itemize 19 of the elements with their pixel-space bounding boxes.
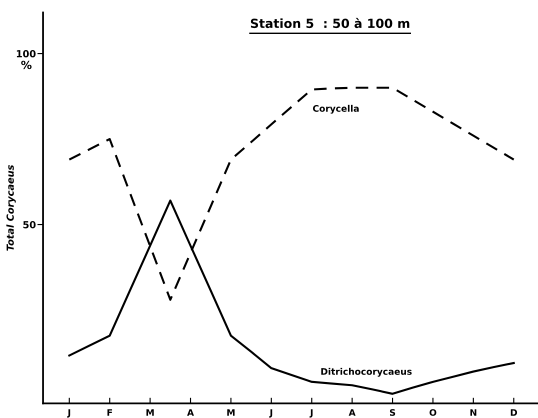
x-tick-label: J <box>269 409 272 418</box>
x-tick-label: D <box>510 409 518 416</box>
series-label: Ditrichocorycaeus <box>321 368 412 377</box>
x-tick-label: A <box>348 409 356 416</box>
x-tick-label: M <box>227 409 235 416</box>
y-tick-label: 100 <box>16 50 36 58</box>
x-tick-label: N <box>470 409 476 416</box>
y-axis-title: Total Corycaeus <box>6 165 16 251</box>
x-tick-label: J <box>67 409 70 418</box>
x-tick-label: S <box>390 409 396 416</box>
chart-title: Station 5 : 50 à 100 m <box>250 18 410 28</box>
text: % <box>21 60 32 70</box>
x-tick-label: M <box>146 409 154 416</box>
x-tick-label: O <box>430 409 436 416</box>
y-tick-label: 50 <box>23 221 36 228</box>
x-tick-label: J <box>310 409 313 418</box>
series-label: Corycella <box>312 104 359 114</box>
x-tick-label: F <box>107 409 112 416</box>
x-tick-label: A <box>187 409 194 416</box>
